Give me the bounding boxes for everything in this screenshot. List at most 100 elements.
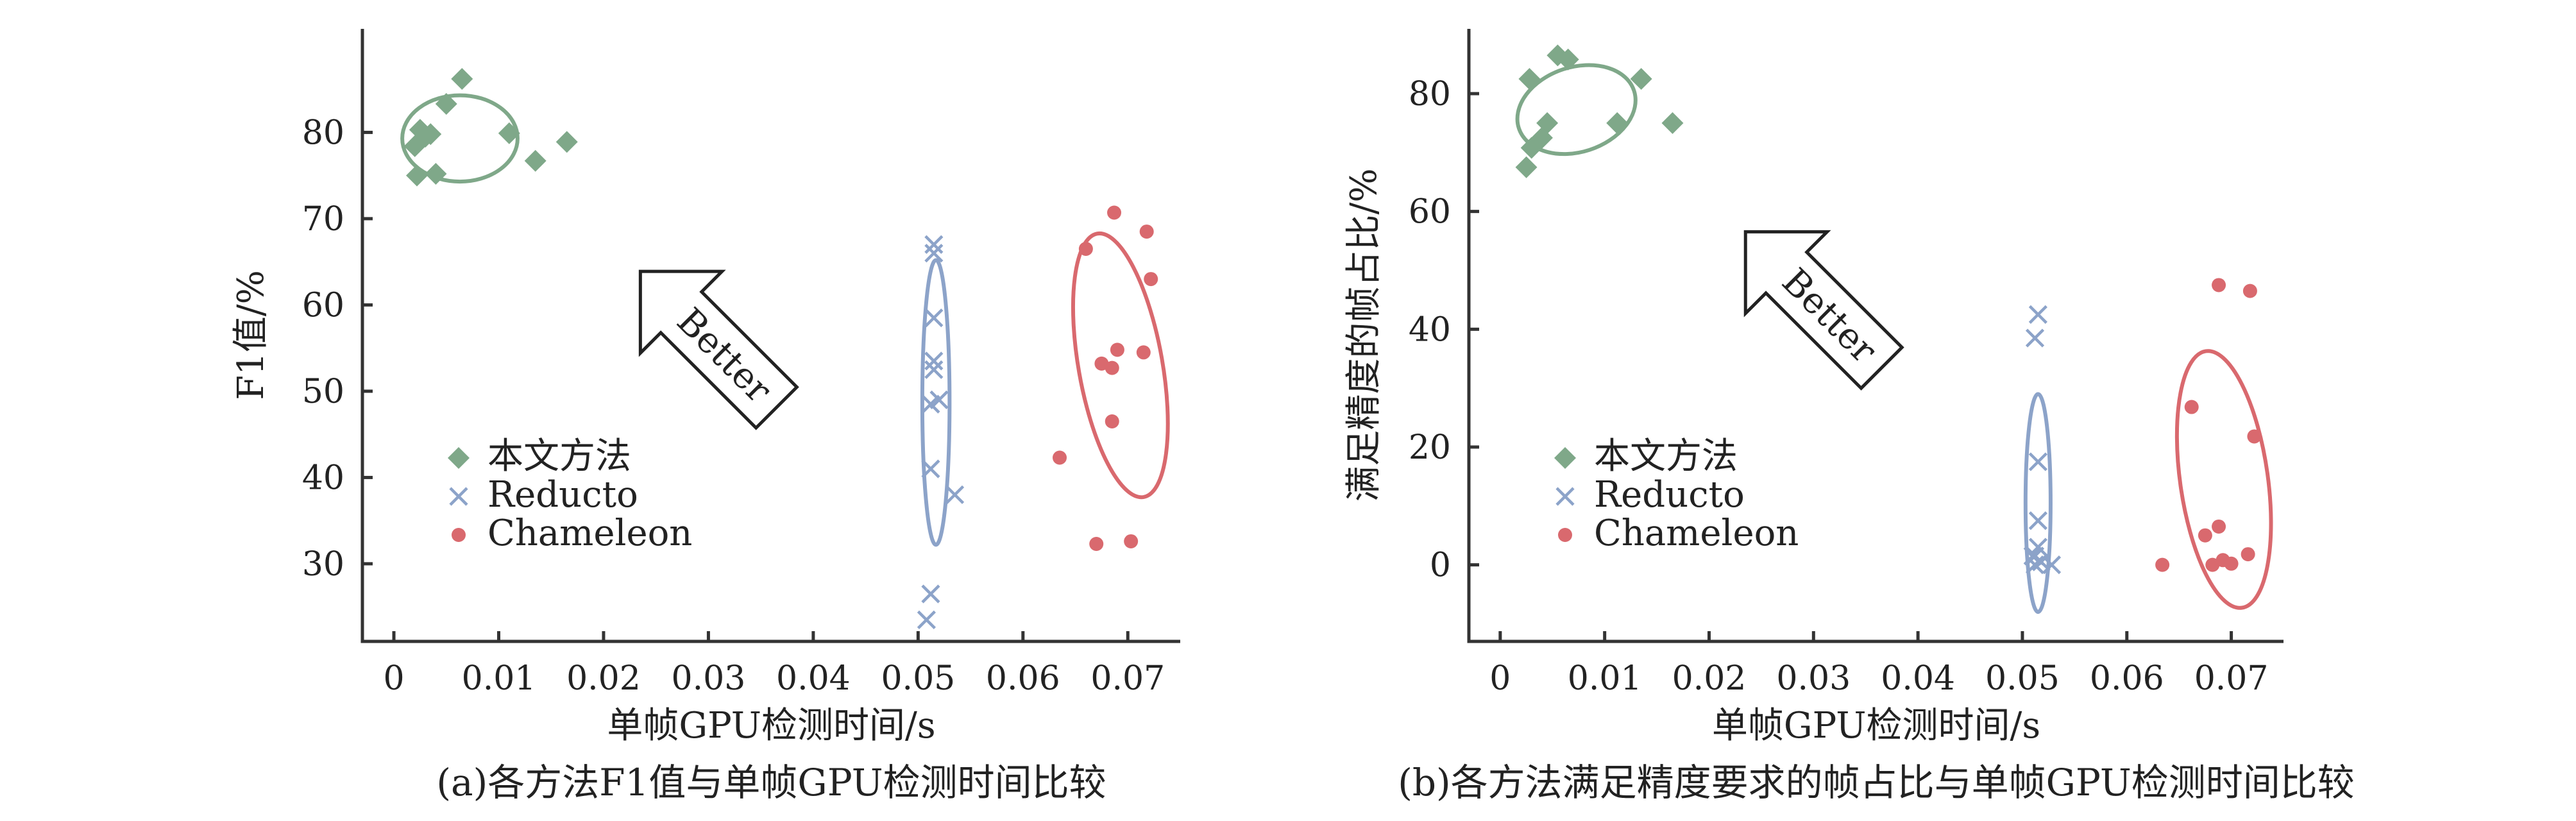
data-point-x (2025, 555, 2045, 575)
arrow-shape (1743, 230, 1904, 391)
y-tick-label: 60 (1409, 193, 1451, 232)
data-point-diamond (498, 122, 520, 144)
data-point-x (1555, 487, 1575, 506)
legend-label: Chameleon (487, 512, 692, 554)
data-point-diamond (1518, 68, 1541, 90)
data-point-x (924, 309, 944, 328)
data-point-diamond (406, 164, 428, 187)
x-tick-label: 0.07 (2194, 659, 2269, 698)
data-point-diamond (425, 162, 447, 185)
legend-label: 本文方法 (1594, 436, 1738, 477)
y-tick-label: 80 (1409, 75, 1451, 114)
cluster-ellipse (2174, 349, 2273, 610)
data-point-x-stroke (924, 360, 944, 379)
data-point-x (2025, 328, 2045, 348)
axes-frame (360, 29, 1180, 643)
legend-entry: Chameleon (1558, 512, 1799, 554)
data-point-circle (1124, 534, 1139, 548)
cluster-ellipse (400, 93, 520, 184)
x-tick-label: 0.04 (1881, 659, 1955, 698)
data-point-circle (1136, 345, 1151, 360)
data-point-diamond (1630, 68, 1652, 90)
data-point-diamond (1557, 48, 1579, 71)
series-x (917, 235, 965, 629)
data-point-diamond (524, 149, 547, 172)
data-point-x (449, 487, 468, 506)
data-point-x (2042, 555, 2062, 575)
y-tick-label: 30 (302, 545, 344, 584)
legend-entry: 本文方法 (1554, 436, 1738, 477)
data-point-circle (2247, 429, 2262, 444)
data-point-x (921, 459, 940, 478)
data-point-x-stroke (917, 610, 936, 629)
series-diamond (1515, 44, 1684, 178)
data-point-circle (2241, 547, 2255, 562)
data-point-circle (2224, 556, 2239, 571)
data-point-x-stroke (2028, 305, 2047, 324)
x-tick-label: 0.06 (986, 659, 1060, 698)
x-tick-label: 0.01 (1568, 659, 1642, 698)
data-point-x-stroke (2028, 511, 2047, 530)
data-point-x-stroke (945, 485, 965, 504)
data-point-x-stroke (2023, 546, 2042, 566)
data-point-diamond (1554, 447, 1576, 469)
arrow-shape (638, 269, 799, 430)
data-point-x-stroke (2025, 555, 2045, 575)
data-point-x (924, 235, 944, 254)
data-point-circle (2155, 557, 2170, 572)
data-point-circle (2212, 278, 2226, 292)
panel-b: 0 0.01 0.02 0.03 0.04 0.05 0.06 0.07 0 20 40 60 80 单帧… (1343, 29, 2355, 804)
data-point-diamond (1661, 112, 1684, 134)
data-point-circle (1105, 414, 1119, 429)
data-point-x-stroke (2028, 452, 2047, 471)
data-point-circle (1089, 537, 1104, 552)
data-point-x (924, 351, 944, 371)
cluster-ellipse (1515, 63, 1638, 157)
data-point-x-stroke (924, 235, 944, 254)
data-point-circle (452, 528, 466, 542)
y-tick-label: 80 (302, 114, 344, 152)
data-point-circle (2205, 557, 2220, 572)
series-circle (2155, 278, 2262, 572)
x-tick-label: 0.05 (1985, 659, 2060, 698)
legend-entry: Reducto (1555, 474, 1745, 516)
y-tick-label: 20 (1409, 428, 1451, 467)
legend-entry: Reducto (449, 474, 638, 516)
cluster-ellipse (2023, 392, 2053, 614)
data-point-diamond (451, 68, 473, 90)
data-point-x (2028, 511, 2047, 530)
cluster-ellipse (1071, 231, 1170, 500)
data-point-x (924, 360, 944, 379)
panel-caption: (b)各方法满足精度要求的帧占比与单帧GPU检测时间比较 (1398, 761, 2355, 804)
x-tick-label: 0.04 (776, 659, 851, 698)
x-tick-label: 0.02 (1672, 659, 1747, 698)
legend-label: Reducto (1594, 474, 1745, 516)
data-point-circle (1558, 528, 1572, 542)
data-point-x-stroke (1555, 487, 1575, 506)
x-tick-label: 0.05 (881, 659, 955, 698)
x-tick-label: 0.07 (1090, 659, 1165, 698)
data-point-diamond (448, 447, 470, 469)
panel-caption: (a)各方法F1值与单帧GPU检测时间比较 (436, 761, 1106, 804)
data-point-x-stroke (921, 459, 940, 478)
data-point-diamond (1606, 112, 1629, 134)
data-point-diamond (1520, 137, 1543, 159)
data-point-x-stroke (924, 351, 944, 371)
y-tick-label: 60 (302, 286, 344, 325)
y-tick-label: 0 (1430, 546, 1451, 585)
data-point-x-stroke (921, 394, 940, 414)
data-point-x (921, 394, 940, 414)
x-tick-label: 0.01 (462, 659, 536, 698)
y-tick-label: 70 (302, 200, 344, 239)
data-point-circle (1053, 450, 1067, 465)
data-point-diamond (1515, 156, 1538, 178)
x-axis-title: 单帧GPU检测时间/s (1712, 705, 2040, 747)
data-point-circle (1110, 343, 1124, 357)
x-tick-label: 0.03 (1776, 659, 1851, 698)
legend-entry: Chameleon (452, 512, 692, 554)
data-point-x (2028, 305, 2047, 324)
data-point-x (945, 485, 965, 504)
series-x (2023, 305, 2062, 575)
better-arrow: Better (1743, 230, 1904, 391)
data-point-circle (2184, 400, 2199, 414)
